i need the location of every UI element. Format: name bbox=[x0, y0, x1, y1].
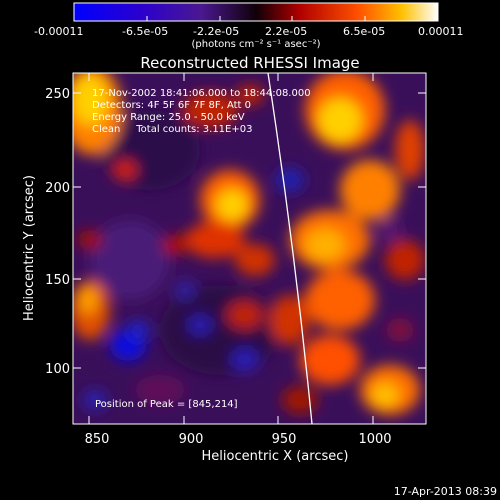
annotation-time-range: 17-Nov-2002 18:41:06.000 to 18:44:08.000 bbox=[92, 88, 311, 99]
colorbar-units: (photons cm⁻² s⁻¹ asec⁻²) bbox=[191, 39, 320, 50]
annotation-detectors: Detectors: 4F 5F 6F 7F 8F, Att 0 bbox=[92, 100, 251, 111]
timestamp: 17-Apr-2013 08:39 bbox=[394, 485, 497, 498]
y-tick-label: 250 bbox=[45, 87, 70, 102]
y-tick-label: 150 bbox=[45, 273, 70, 288]
colorbar-tick-label: -0.00011 bbox=[34, 25, 83, 38]
annotation-peak-position: Position of Peak = [845,214] bbox=[95, 399, 238, 410]
x-ticks bbox=[88, 73, 374, 424]
x-tick-label: 1000 bbox=[358, 432, 391, 447]
y-axis-label: Heliocentric Y (arcsec) bbox=[22, 175, 37, 321]
x-tick-label: 850 bbox=[85, 432, 110, 447]
y-ticks bbox=[73, 92, 426, 369]
annotation-clean-counts: Clean Total counts: 3.11E+03 bbox=[92, 124, 252, 135]
colorbar-tick-label: -2.2e-05 bbox=[193, 25, 239, 38]
colorbar-tick-label: 0.00011 bbox=[418, 25, 464, 38]
annotation-energy-range: Energy Range: 25.0 - 50.0 keV bbox=[92, 112, 245, 123]
y-tick-label: 200 bbox=[45, 181, 70, 196]
rhessi-image bbox=[73, 73, 426, 424]
x-axis-label: Heliocentric X (arcsec) bbox=[202, 449, 349, 464]
colorbar bbox=[73, 2, 439, 22]
plot-frame bbox=[72, 72, 427, 425]
colorbar-tick-label: -6.5e-05 bbox=[122, 25, 168, 38]
colorbar-tick-label: 6.5e-05 bbox=[343, 25, 385, 38]
plot-title: Reconstructed RHESSI Image bbox=[140, 54, 359, 72]
x-tick-label: 950 bbox=[272, 432, 297, 447]
y-tick-label: 100 bbox=[45, 362, 70, 377]
solar-limb bbox=[267, 73, 313, 424]
x-tick-label: 900 bbox=[179, 432, 204, 447]
colorbar-ticks bbox=[73, 16, 439, 21]
colorbar-tick-label: 2.2e-05 bbox=[265, 25, 307, 38]
